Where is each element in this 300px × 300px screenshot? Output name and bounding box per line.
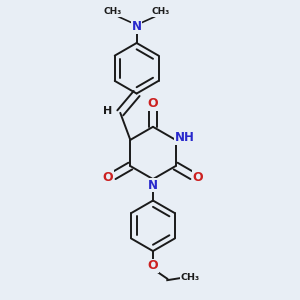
Text: N: N: [132, 20, 142, 33]
Text: CH₃: CH₃: [180, 273, 200, 282]
Text: O: O: [148, 98, 158, 110]
Text: CH₃: CH₃: [152, 7, 170, 16]
Text: O: O: [103, 171, 113, 184]
Text: O: O: [193, 171, 203, 184]
Text: N: N: [148, 178, 158, 192]
Text: CH₃: CH₃: [103, 7, 122, 16]
Text: O: O: [148, 260, 158, 272]
Text: H: H: [103, 106, 112, 116]
Text: NH: NH: [175, 131, 194, 144]
